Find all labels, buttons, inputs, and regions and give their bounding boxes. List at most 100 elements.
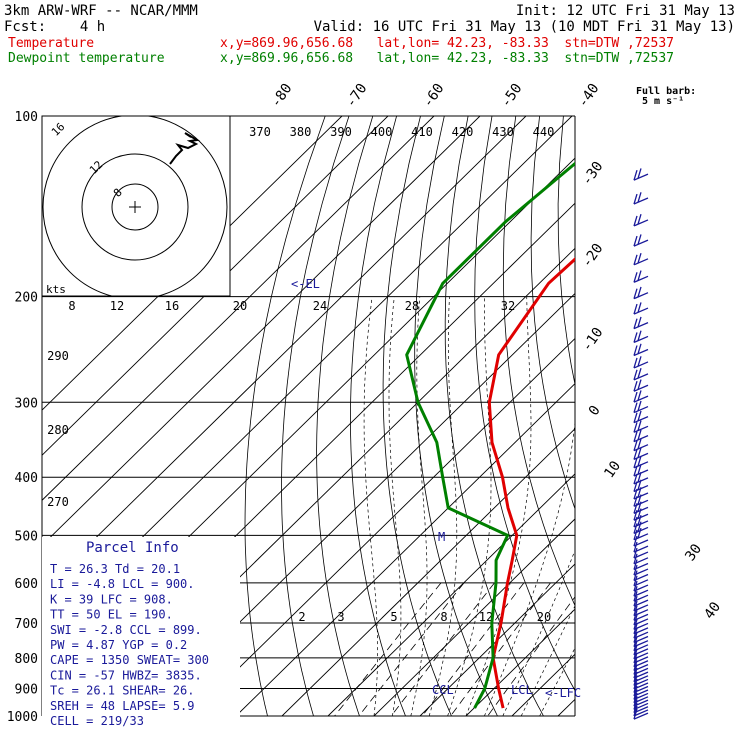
parcel-info-row: K = 39 LFC = 908. (50, 592, 173, 606)
theta-label: 430 (492, 125, 514, 139)
wind-barb-flag (633, 516, 638, 528)
mixing-ratio-label: 3 (337, 610, 344, 624)
wind-barb-flag (633, 431, 638, 442)
wind-barb-flag (637, 286, 642, 298)
wind-barb-flag (633, 600, 638, 612)
wind-barb (633, 335, 649, 344)
wind-barb-flag (633, 553, 638, 565)
wind-barb-flag (633, 623, 638, 635)
dry-adiabat (584, 116, 740, 716)
mixing-ratio-label: 8 (440, 610, 447, 624)
wind-barb-flag (633, 215, 638, 227)
wind-barb-flag (637, 447, 642, 458)
wind-barb-flag (633, 564, 638, 576)
isotherm-label: -40 (575, 81, 603, 111)
wind-barb-flag (637, 420, 642, 431)
dry-adiabat (635, 116, 740, 716)
wind-barb-flag (637, 501, 642, 512)
isotherm (419, 563, 575, 716)
wind-barb-flag (633, 699, 638, 710)
isotherm-label: -30 (579, 159, 607, 189)
parcel-info-row: CELL = 219/33 (50, 714, 144, 728)
wind-barb (633, 239, 649, 247)
pressure-label: 400 (15, 471, 38, 486)
moist-adiabat (388, 296, 402, 716)
wind-barb (633, 416, 649, 424)
wind-barb-flag (633, 422, 638, 433)
wind-barb-flag (633, 193, 638, 205)
parcel-info-row: LI = -4.8 LCL = 900. (50, 577, 195, 591)
wind-barb-flag (633, 610, 638, 621)
theta-label: 410 (411, 125, 433, 139)
wind-barb-flag (637, 515, 642, 526)
isotherm (604, 116, 740, 716)
wind-barb-flag (633, 664, 638, 675)
isotherm-label: -70 (343, 81, 371, 111)
init-time: Init: 12 UTC Fri 31 May 13 (516, 3, 735, 19)
wind-barb (633, 709, 649, 717)
wind-barb-flag (637, 214, 642, 225)
pressure-label: 600 (15, 577, 38, 592)
wind-barb (633, 384, 649, 392)
wind-barb (633, 292, 649, 300)
dewpoint-legend: Dewpoint temperature (8, 51, 165, 66)
wind-barb-flag (637, 192, 642, 203)
wind-barb-flag (637, 521, 642, 532)
dry-adiabat (316, 116, 374, 716)
wind-barb-flag (633, 656, 638, 667)
profile-annotation: M (438, 530, 445, 544)
wind-barb-flag (637, 464, 642, 475)
wind-barb-flag (637, 508, 642, 519)
theta-label: 390 (330, 125, 352, 139)
wind-barb-flag (633, 391, 638, 403)
hodograph-speed-label: 8 (68, 299, 75, 313)
isotherm-label: -10 (579, 325, 607, 355)
parcel-info-row: SWI = -2.8 CCL = 899. (50, 623, 202, 637)
mixing-ratio-label: 20 (537, 610, 551, 624)
wind-barb-flag (633, 523, 638, 534)
wind-barb-flag (637, 455, 642, 467)
wind-barb-flag (633, 644, 638, 656)
wind-barb (633, 258, 649, 266)
wind-barb-flag (633, 465, 638, 477)
isotherm (557, 698, 575, 716)
dry-adiabat (706, 116, 740, 716)
isotherm-label: -80 (268, 81, 296, 111)
wind-barb (633, 712, 649, 720)
wind-legend-text: 5 m s⁻¹ (642, 96, 684, 107)
wind-barb-flag (637, 302, 642, 313)
wind-barb-flag (633, 369, 638, 381)
wind-barb (633, 405, 649, 414)
moist-adiabat (502, 549, 575, 716)
wind-barb-flag (633, 559, 638, 570)
wind-barb-flag (633, 547, 638, 559)
pressure-label: 700 (15, 617, 38, 632)
wind-barb-flag (633, 457, 638, 468)
isotherm (511, 653, 575, 716)
hodograph-speed-label: 12 (110, 299, 124, 313)
isotherm-label: 40 (701, 599, 724, 622)
wind-barb (633, 395, 649, 403)
wind-barb-flag (633, 575, 638, 587)
wind-barb (633, 322, 649, 330)
isotherm-label: -50 (498, 81, 526, 111)
dry-adiabat (683, 116, 740, 716)
isotherm-label: -20 (579, 241, 607, 271)
wind-barb-flag (637, 471, 642, 483)
wind-barb-flag (633, 705, 638, 717)
theta-label: 370 (249, 125, 271, 139)
hodograph-speed-label: 20 (233, 299, 247, 313)
pressure-label: 1000 (7, 710, 38, 725)
wind-barb-flag (633, 628, 638, 639)
wind-barb-flag (633, 541, 638, 553)
wind-barb (633, 173, 649, 181)
pressure-label: 500 (15, 529, 38, 544)
pressure-label: 100 (15, 110, 38, 125)
isotherm (42, 116, 481, 547)
wind-barb-flag (633, 671, 638, 682)
wind-barb-flag (633, 488, 638, 500)
annotations: <-EL M CCL LCL <-LFC (291, 277, 581, 700)
parcel-info-row: PW = 4.87 YGP = 0.2 (50, 638, 187, 652)
wind-barb-flag (633, 692, 638, 703)
wind-barb-flag (637, 330, 642, 341)
